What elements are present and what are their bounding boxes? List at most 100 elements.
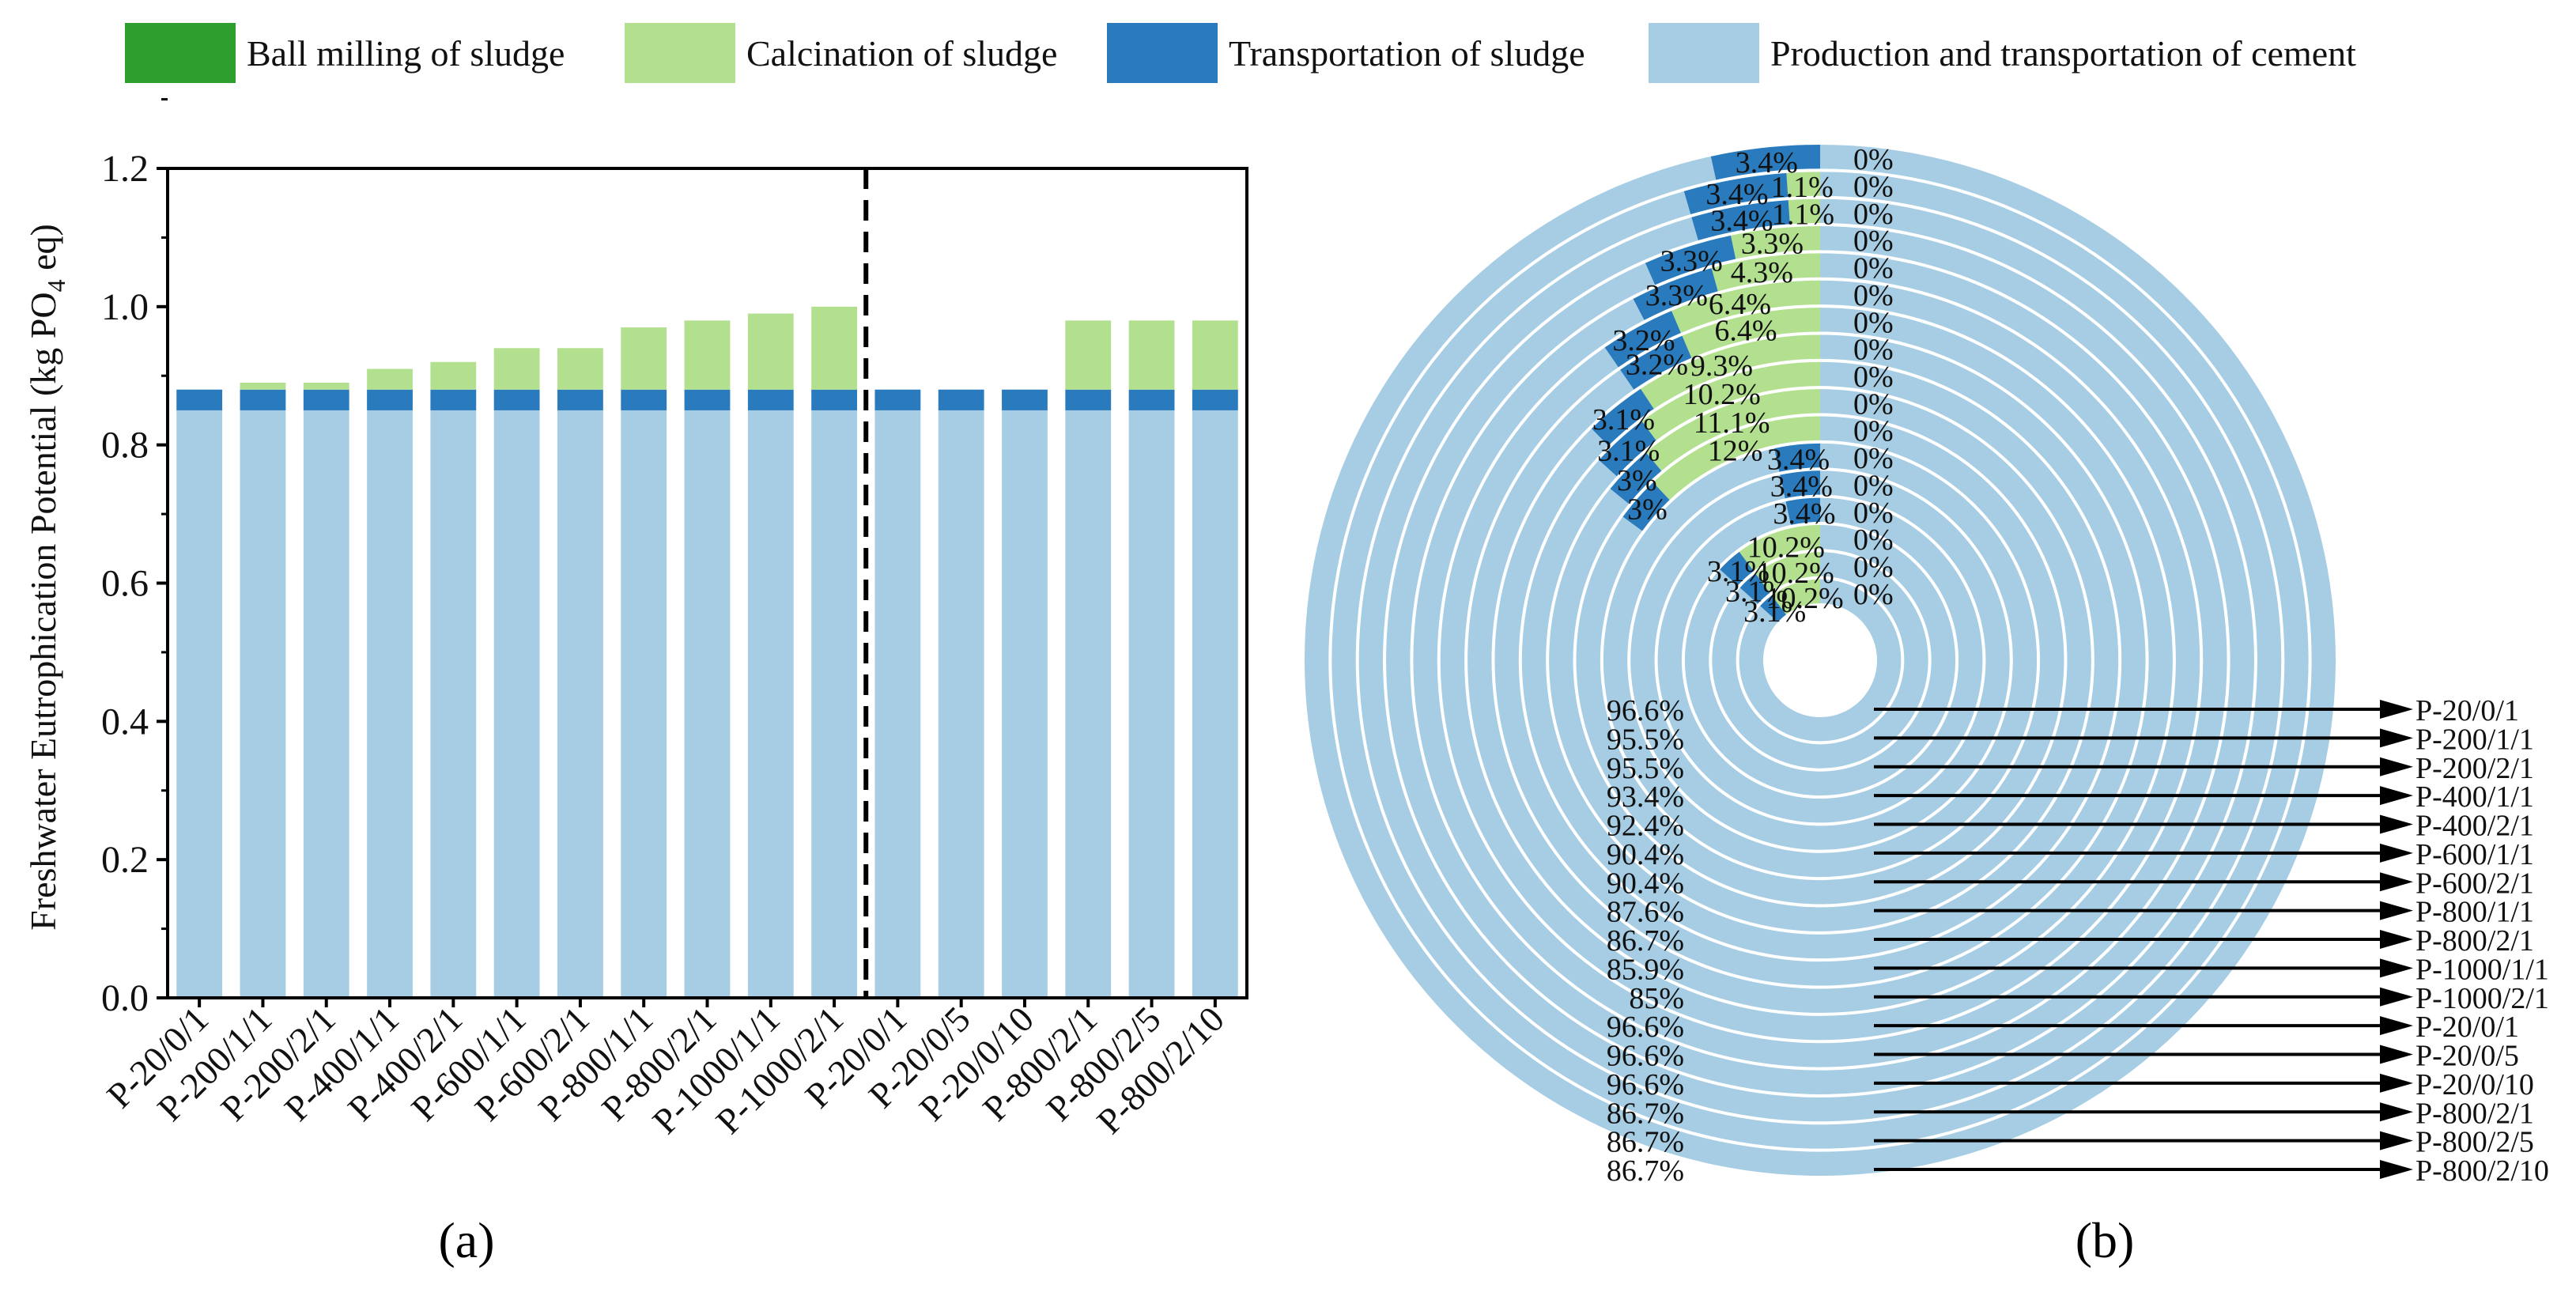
label-cement-2: 95.5%: [1607, 752, 1684, 785]
bar-calcination-of-sludge-5: [493, 348, 540, 390]
label-calcination-4: 4.3%: [1731, 256, 1793, 289]
ring-transport-9: [1610, 452, 1662, 504]
label-calcination-9: 11.1%: [1694, 406, 1770, 440]
legend-swatch-transportation: [1107, 23, 1218, 83]
ring-name-8: P-800/2/1: [2415, 924, 2534, 958]
ring-name-4: P-400/2/1: [2415, 810, 2534, 843]
ring-calcination-5: [1671, 280, 1820, 334]
bar-calcination-of-sludge-9: [747, 313, 794, 390]
ring-transport-13: [1785, 497, 1820, 525]
label-cement-13: 96.6%: [1607, 1068, 1684, 1101]
label-calcination-10: 12%: [1708, 434, 1763, 467]
label-transport-14: 3.1%: [1707, 555, 1770, 588]
ring-name-0: P-20/0/1: [2415, 694, 2519, 727]
bar-production-and-transportation-of-cement-4: [430, 410, 477, 998]
legend-swatch-calcination: [625, 23, 735, 83]
y-axis-title: Freshwater Eutrophication Potential (kg …: [23, 224, 70, 931]
label-ball-milling-12: 0%: [1853, 469, 1894, 502]
ring-transport-4: [1633, 268, 1718, 320]
bar-production-and-transportation-of-cement-8: [684, 410, 731, 998]
leader-arrow-3: [2380, 786, 2413, 806]
label-cement-0: 96.6%: [1607, 694, 1684, 727]
label-transport-13: 3.4%: [1773, 497, 1835, 531]
bar-calcination-of-sludge-6: [557, 348, 603, 390]
label-transport-6: 3.2%: [1626, 348, 1688, 381]
ring-calcination-8: [1641, 361, 1820, 440]
bar-production-and-transportation-of-cement-3: [367, 410, 413, 998]
bar-calcination-of-sludge-8: [684, 320, 731, 390]
label-calcination-16: 10.2%: [1766, 582, 1844, 615]
leader-arrow-14: [2380, 1102, 2413, 1122]
bar-production-and-transportation-of-cement-6: [557, 410, 603, 998]
label-calcination-6: 6.4%: [1714, 315, 1777, 348]
label-ball-milling-10: 0%: [1853, 415, 1894, 448]
bar-production-and-transportation-of-cement-14: [1065, 410, 1112, 998]
bar-production-and-transportation-of-cement-12: [938, 410, 984, 998]
ring-calcination-10: [1652, 416, 1820, 501]
leader-arrow-12: [2380, 1045, 2413, 1064]
bar-transportation-of-sludge-9: [747, 389, 794, 410]
legend-item-cement: Production and transportation of cement: [1649, 17, 2356, 89]
bar-transportation-of-sludge-2: [303, 389, 349, 410]
label-calcination-2: 1.1%: [1772, 198, 1834, 231]
label-transport-12: 3.4%: [1770, 470, 1833, 504]
bar-calcination-of-sludge-3: [367, 368, 413, 390]
label-cement-6: 90.4%: [1607, 867, 1684, 900]
label-cement-12: 96.6%: [1607, 1040, 1684, 1073]
legend-item-calcination: Calcination of sludge: [625, 17, 1057, 89]
legend-label-transportation: Transportation of sludge: [1229, 32, 1585, 74]
bar-calcination-of-sludge-7: [621, 327, 667, 390]
leader-arrow-1: [2380, 728, 2413, 748]
label-cement-3: 93.4%: [1607, 780, 1684, 814]
ring-transport-1: [1683, 172, 1788, 215]
label-transport-8: 3.1%: [1597, 435, 1660, 468]
y-axis-title-main: Freshwater Eutrophication Potential (kg …: [23, 292, 63, 930]
label-transport-1: 3.4%: [1705, 178, 1768, 211]
legend-swatch-ball-milling: [125, 23, 236, 83]
legend-label-calcination: Calcination of sludge: [746, 32, 1058, 74]
bar-transportation-of-sludge-5: [493, 389, 540, 410]
label-cement-9: 85.9%: [1607, 953, 1684, 986]
bar-transportation-of-sludge-0: [176, 389, 223, 410]
leader-arrow-2: [2380, 757, 2413, 776]
ring-transport-11: [1773, 443, 1820, 472]
bar-transportation-of-sludge-6: [557, 389, 603, 410]
label-transport-16: 3.1%: [1743, 595, 1806, 629]
label-cement-5: 90.4%: [1607, 838, 1684, 871]
label-ball-milling-7: 0%: [1853, 334, 1894, 367]
ring-transport-0: [1710, 145, 1820, 180]
bar-production-and-transportation-of-cement-5: [493, 410, 540, 998]
legend-item-ball-milling: Ball milling of sludge: [125, 17, 565, 89]
y-tick-label-4: 0.8: [101, 425, 149, 467]
label-transport-3: 3.3%: [1660, 245, 1723, 278]
label-ball-milling-0: 0%: [1853, 143, 1894, 176]
bar-transportation-of-sludge-14: [1065, 389, 1112, 410]
panel-b-label: (b): [2076, 1212, 2135, 1268]
y-tick-label-1: 0.2: [101, 839, 149, 881]
bar-production-and-transportation-of-cement-0: [176, 410, 223, 998]
label-ball-milling-3: 0%: [1853, 225, 1894, 258]
y-tick-label-2: 0.4: [101, 701, 149, 742]
label-cement-8: 86.7%: [1607, 924, 1684, 958]
label-calcination-8: 10.2%: [1683, 378, 1761, 411]
label-calcination-14: 10.2%: [1747, 531, 1825, 565]
ring-transport-12: [1780, 470, 1820, 499]
label-transport-4: 3.3%: [1645, 279, 1708, 312]
ring-transport-7: [1591, 388, 1654, 446]
ring-cement-16: [1739, 579, 1902, 742]
ring-name-2: P-200/2/1: [2415, 752, 2534, 785]
leader-arrow-0: [2380, 700, 2413, 719]
y-tick-label-3: 0.6: [101, 563, 149, 605]
ring-transport-10: [1622, 482, 1670, 531]
bar-transportation-of-sludge-8: [684, 389, 731, 410]
bar-calcination-of-sludge-14: [1065, 320, 1112, 390]
label-ball-milling-14: 0%: [1853, 523, 1894, 557]
label-cement-1: 95.5%: [1607, 723, 1684, 756]
label-calcination-1: 1.1%: [1771, 171, 1834, 204]
ring-calcination-14: [1739, 524, 1820, 572]
bar-production-and-transportation-of-cement-10: [811, 410, 857, 998]
ring-calcination-4: [1711, 253, 1820, 292]
ring-calcination-6: [1682, 308, 1820, 358]
ring-transport-15: [1739, 573, 1770, 604]
bar-transportation-of-sludge-12: [938, 389, 984, 410]
